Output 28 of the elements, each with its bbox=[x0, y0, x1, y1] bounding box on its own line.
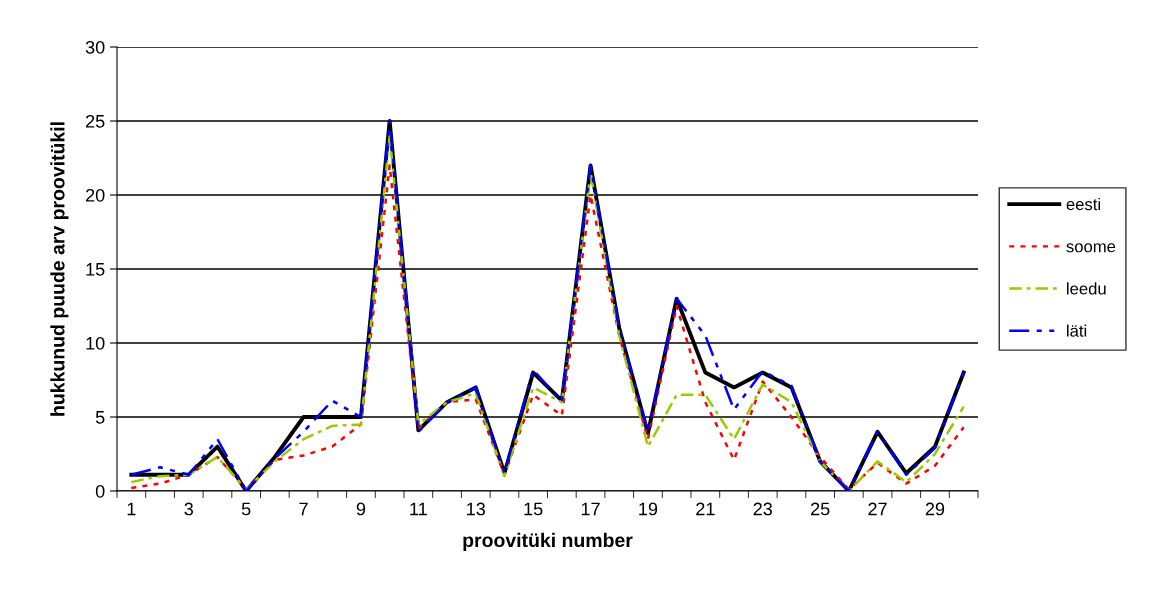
y-tick-label: 10 bbox=[86, 336, 105, 350]
x-tick-label: 25 bbox=[811, 502, 830, 516]
legend-label: leedu bbox=[1067, 282, 1106, 295]
legend-label: läti bbox=[1067, 324, 1087, 337]
x-tick-label: 7 bbox=[299, 502, 308, 516]
x-tick-label: 1 bbox=[127, 502, 136, 516]
legend-label: eesti bbox=[1066, 197, 1100, 211]
x-tick-label: 3 bbox=[184, 502, 193, 516]
x-tick-label: 13 bbox=[467, 502, 485, 516]
x-tick-label: 17 bbox=[581, 502, 600, 516]
x-tick-label: 23 bbox=[753, 502, 772, 516]
x-axis-title: proovitüki number bbox=[463, 532, 633, 551]
x-tick-label: 5 bbox=[241, 502, 251, 516]
y-tick-label: 5 bbox=[95, 411, 105, 424]
x-tick-label: 21 bbox=[696, 502, 715, 516]
x-tick-label: 29 bbox=[925, 502, 945, 516]
x-tick-label: 11 bbox=[410, 502, 427, 516]
y-axis-title: hukkunud puude arv proovitükil bbox=[50, 122, 69, 416]
y-tick-label: 15 bbox=[86, 263, 105, 276]
x-tick-label: 19 bbox=[639, 502, 658, 516]
y-tick-label: 20 bbox=[86, 188, 105, 202]
x-tick-label: 27 bbox=[868, 502, 887, 516]
x-tick-label: 15 bbox=[524, 502, 543, 516]
x-tick-label: 9 bbox=[356, 502, 366, 516]
legend-label: soome bbox=[1066, 243, 1116, 253]
y-tick-label: 0 bbox=[95, 484, 105, 498]
y-tick-label: 25 bbox=[86, 114, 105, 128]
y-tick-label: 30 bbox=[85, 40, 105, 54]
